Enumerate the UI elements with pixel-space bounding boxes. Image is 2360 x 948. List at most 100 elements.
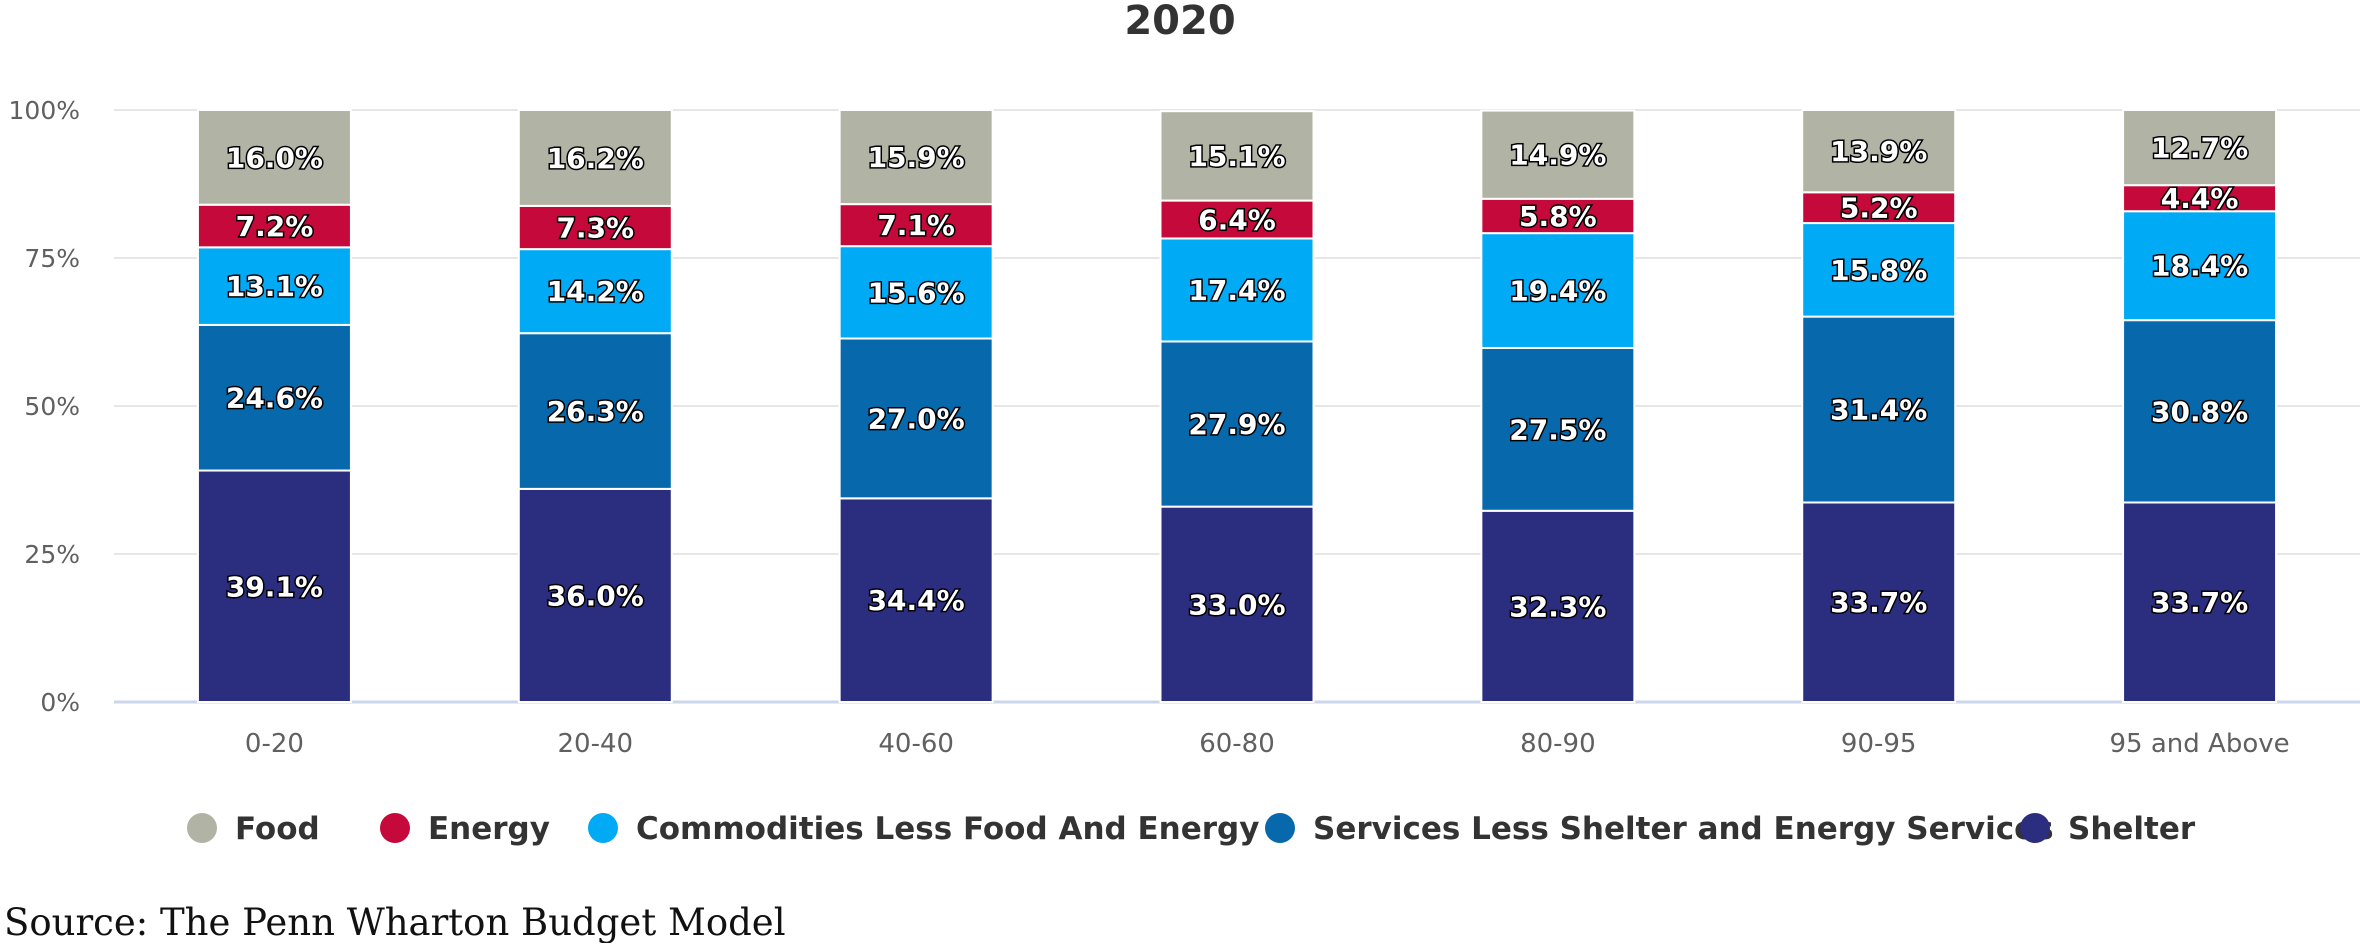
chart-title: 2020 [1124,0,1235,44]
data-label: 13.9% [1830,135,1927,168]
data-label: 34.4% [868,584,965,617]
bar-segment[interactable] [1801,222,1957,318]
data-label: 24.6% [226,382,323,415]
bar-segment[interactable] [1801,315,1957,504]
legend-item[interactable]: Food [187,811,320,847]
source-note: Source: The Penn Wharton Budget Model [4,901,786,943]
legend-label: Services Less Shelter and Energy Service… [1313,811,2054,847]
data-label: 15.6% [868,276,965,309]
bar-segment[interactable] [1480,346,1636,512]
bar-segment[interactable] [196,109,352,206]
data-label: 5.8% [1519,200,1597,233]
bar-segment[interactable] [1801,191,1957,225]
bar-segment[interactable] [1159,110,1315,202]
data-label: 18.4% [2151,250,2248,283]
data-label: 33.0% [1188,588,1285,621]
bar-segment[interactable] [2122,501,2278,703]
y-axis: 0% 25% 50% 75% 100% [9,96,80,717]
data-label: 16.0% [226,141,323,174]
data-label: 12.7% [2151,132,2248,165]
bar-segment[interactable] [1159,199,1315,240]
bar-segment[interactable] [1480,232,1636,349]
legend-marker [588,813,618,843]
data-label: 39.1% [226,570,323,603]
data-label: 17.4% [1188,274,1285,307]
bars [196,109,2278,704]
legend-marker [2020,813,2050,843]
legend-item[interactable]: Energy [380,811,550,847]
bar-segment[interactable] [1480,509,1636,703]
bar-segment[interactable] [1159,340,1315,508]
x-tick-label: 60-80 [1199,729,1275,759]
bar-segment[interactable] [1801,501,1957,703]
data-label: 32.3% [1509,590,1606,623]
data-label: 7.3% [556,212,634,245]
bar-segment[interactable] [1159,237,1315,343]
data-label: 13.1% [226,270,323,303]
x-tick-label: 0-20 [245,729,304,759]
data-label: 36.0% [547,579,644,612]
data-label: 33.7% [1830,586,1927,619]
data-label: 27.9% [1188,408,1285,441]
bar-segment[interactable] [1801,109,1957,194]
legend-label: Shelter [2068,811,2196,847]
bar-segment[interactable] [838,203,994,248]
bar-segment[interactable] [517,248,673,335]
bar-segment[interactable] [838,245,994,340]
bar-segment[interactable] [838,337,994,500]
legend-marker [380,813,410,843]
y-tick-label: 50% [24,392,80,421]
x-tick-label: 90-95 [1841,729,1917,759]
data-label: 19.4% [1509,275,1606,308]
data-label: 27.0% [868,402,965,435]
legend-marker [1265,813,1295,843]
legend-label: Energy [428,811,550,847]
legend-item[interactable]: Shelter [2020,811,2196,847]
data-label: 26.3% [547,395,644,428]
bar-segment[interactable] [2122,184,2278,213]
bar-segment[interactable] [1159,505,1315,704]
bar-segment[interactable] [2122,109,2278,187]
x-tick-label: 95 and Above [2110,729,2290,759]
legend-label: Commodities Less Food And Energy [636,811,1259,847]
legend-item[interactable]: Commodities Less Food And Energy [588,811,1259,847]
bar-segment[interactable] [2122,319,2278,504]
bar-segment[interactable] [1480,109,1636,200]
data-label: 15.8% [1830,254,1927,287]
data-label: 5.2% [1840,192,1918,225]
x-tick-label: 80-90 [1520,729,1596,759]
y-tick-label: 100% [9,96,80,125]
data-label: 7.1% [877,209,955,242]
y-tick-label: 75% [24,244,80,273]
bar-segment[interactable] [517,332,673,490]
bar-segment[interactable] [838,109,994,206]
bar-segment[interactable] [517,109,673,207]
data-labels: 39.1% 24.6% 13.1% 7.2% 16.0% 36.0% 26.3% 14.2% 7… [224,130,2249,625]
bar-segment[interactable] [196,469,352,704]
data-label: 6.4% [1198,204,1276,237]
data-label: 14.2% [547,275,644,308]
x-tick-label: 20-40 [558,729,634,759]
legend-label: Food [235,811,320,847]
legend-item[interactable]: Services Less Shelter and Energy Service… [1265,811,2054,847]
x-tick-label: 40-60 [878,729,954,759]
data-label: 7.2% [236,210,314,243]
data-label: 33.7% [2151,586,2248,619]
bar-segment[interactable] [2122,210,2278,322]
bar-segment[interactable] [838,497,994,703]
data-label: 27.5% [1509,413,1606,446]
y-tick-label: 25% [24,540,80,569]
data-label: 31.4% [1830,394,1927,427]
data-label: 14.9% [1509,139,1606,172]
y-tick-label: 0% [40,688,80,717]
data-label: 16.2% [547,142,644,175]
data-label: 15.9% [868,141,965,174]
data-label: 15.1% [1188,140,1285,173]
x-axis: 0-20 20-40 40-60 60-80 80-90 90-95 95 and Abov… [245,729,2290,759]
data-label: 4.4% [2161,182,2239,215]
bar-segment[interactable] [196,323,352,472]
bar-segment[interactable] [517,204,673,251]
legend: Food Energy Commodities Less Food And Ener… [187,811,2196,847]
